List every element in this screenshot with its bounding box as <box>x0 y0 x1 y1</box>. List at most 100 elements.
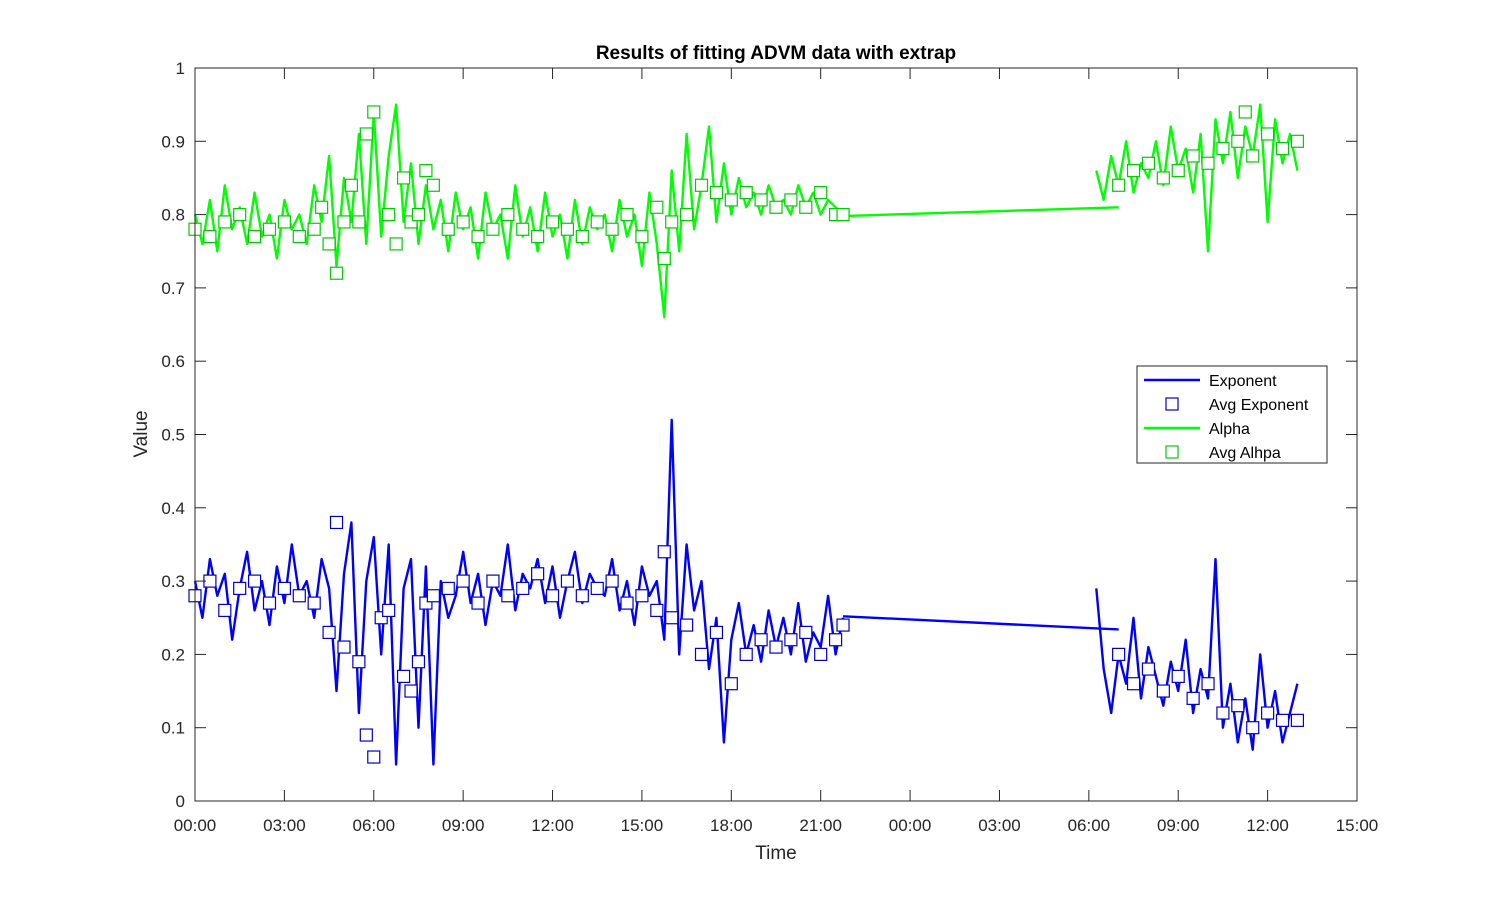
series-avg-alhpa <box>188 105 1305 280</box>
legend-label: Avg Alhpa <box>1209 445 1281 462</box>
data-point <box>799 200 813 214</box>
x-tick-label: 15:00 <box>1336 816 1379 835</box>
data-point <box>814 186 828 200</box>
y-tick-label: 0.6 <box>161 352 185 371</box>
data-point <box>322 625 336 640</box>
data-point <box>501 589 515 603</box>
data-point <box>426 178 440 192</box>
legend-item-alpha: Alpha <box>1144 421 1250 438</box>
data-point <box>411 655 426 669</box>
data-point <box>441 581 455 596</box>
data-point <box>694 647 709 662</box>
legend-label: Alpha <box>1209 421 1250 438</box>
data-point <box>352 215 366 229</box>
legend-marker-swatch <box>1165 397 1179 411</box>
data-point <box>680 208 694 222</box>
y-tick-label: 0.3 <box>161 572 185 591</box>
data-point <box>471 229 485 244</box>
data-point <box>836 208 850 222</box>
data-point <box>836 618 850 632</box>
data-point <box>784 633 798 647</box>
data-point <box>665 215 679 229</box>
data-point <box>560 574 575 588</box>
data-point <box>575 589 589 603</box>
data-point <box>1171 164 1185 178</box>
data-point <box>1141 662 1156 676</box>
data-point <box>724 193 738 207</box>
y-tick-label: 0.5 <box>161 426 185 445</box>
data-point <box>233 581 247 596</box>
chart-title: Results of fitting ADVM data with extrap <box>596 43 956 64</box>
data-point <box>605 574 619 588</box>
data-point <box>307 596 321 610</box>
data-point <box>419 164 433 178</box>
data-point <box>471 596 485 610</box>
data-point <box>1171 669 1185 683</box>
data-point <box>739 647 753 662</box>
data-point <box>1246 149 1260 163</box>
data-point <box>456 215 470 229</box>
data-point <box>441 222 455 236</box>
data-point <box>531 229 545 244</box>
y-tick-label: 0.8 <box>161 206 185 225</box>
data-point <box>486 574 500 588</box>
series-gap-line <box>843 206 1119 218</box>
series-line <box>1095 557 1299 751</box>
data-point <box>1186 149 1200 163</box>
data-point <box>359 728 373 742</box>
y-axis: 0 0.1 0.2 0.3 0.4 0.5 0.6 0.7 0.8 0.9 1 <box>161 59 1357 811</box>
data-point <box>814 647 828 662</box>
y-tick-label: 0.4 <box>161 499 185 518</box>
data-point <box>560 222 575 236</box>
data-point <box>1231 699 1245 713</box>
data-point <box>456 574 470 588</box>
data-point <box>620 596 634 610</box>
legend-marker-swatch <box>1165 445 1179 459</box>
data-point <box>359 127 373 141</box>
data-point <box>739 186 753 200</box>
data-point <box>247 574 262 588</box>
x-tick-label: 00:00 <box>174 816 217 835</box>
x-tick-label: 15:00 <box>621 816 664 835</box>
x-tick-label: 06:00 <box>1068 816 1111 835</box>
data-point <box>367 750 381 764</box>
x-axis-label: Time <box>755 843 797 864</box>
legend-label: Exponent <box>1209 373 1277 390</box>
data-point <box>307 222 321 236</box>
data-point <box>277 581 291 596</box>
data-point <box>1126 164 1141 178</box>
x-tick-label: 03:00 <box>263 816 306 835</box>
series-avg-exponent <box>188 515 1305 764</box>
x-tick-label: 12:00 <box>1246 816 1289 835</box>
y-tick-label: 0 <box>176 792 185 811</box>
data-point <box>635 589 649 603</box>
data-point <box>344 178 359 192</box>
data-point <box>411 208 426 222</box>
x-tick-label: 09:00 <box>1157 816 1200 835</box>
data-point <box>665 611 679 625</box>
data-point <box>389 237 403 251</box>
data-point <box>329 515 344 530</box>
data-point <box>382 208 396 222</box>
y-tick-label: 0.2 <box>161 645 185 664</box>
data-point <box>531 567 545 581</box>
y-tick-label: 0.9 <box>161 132 185 151</box>
data-point <box>1141 156 1156 170</box>
y-tick-label: 1 <box>176 59 185 78</box>
data-point <box>635 229 649 244</box>
data-point <box>396 669 411 683</box>
data-point <box>590 581 604 596</box>
data-point <box>709 186 724 200</box>
data-point <box>337 215 351 229</box>
data-point <box>1290 713 1305 727</box>
data-point <box>657 251 671 266</box>
data-point <box>1246 721 1260 735</box>
data-point <box>1231 134 1245 148</box>
data-point <box>247 229 262 244</box>
data-point <box>605 222 619 236</box>
data-point <box>1238 105 1252 119</box>
x-tick-label: 09:00 <box>442 816 485 835</box>
series-gap-line <box>842 615 1119 631</box>
data-point <box>516 222 530 236</box>
x-tick-label: 12:00 <box>531 816 574 835</box>
